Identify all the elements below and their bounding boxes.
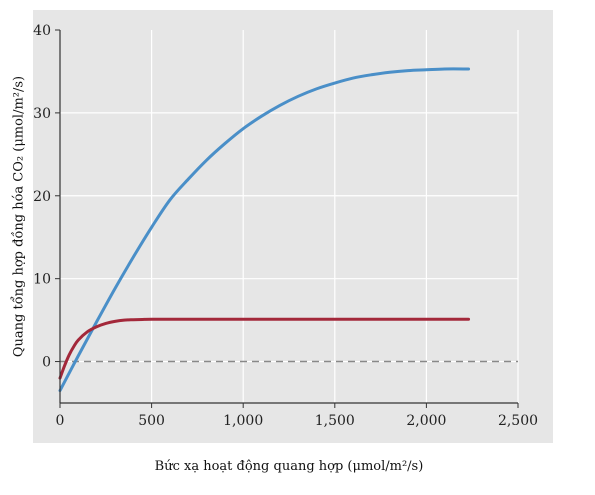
x-tick-label: 2,000 (406, 413, 446, 429)
y-tick-label: 0 (42, 355, 51, 371)
y-tick-label: 40 (33, 23, 51, 39)
series-line-2 (58, 317, 471, 380)
x-axis-title: Bức xạ hoạt động quang hợp (μmol/m²/s) (155, 459, 424, 474)
series-layer (58, 67, 471, 393)
y-tick-label: 10 (33, 272, 51, 288)
x-tick-label: 500 (138, 413, 165, 429)
plot-background (33, 10, 553, 443)
tick-labels: 0 500 1,000 1,500 2,000 2,500 0 10 20 30 40 (33, 23, 538, 429)
x-tick-label: 1,000 (223, 413, 263, 429)
x-tick-label: 2,500 (498, 413, 538, 429)
x-tick-label: 0 (56, 413, 65, 429)
y-tick-label: 30 (33, 106, 51, 122)
series-line-1 (58, 67, 471, 393)
axes (55, 29, 519, 408)
y-tick-label: 20 (33, 189, 51, 205)
x-tick-label: 1,500 (315, 413, 355, 429)
y-axis-title: Quang tổng hợp đồng hóa CO₂ (μmol/m²/s) (11, 76, 27, 357)
